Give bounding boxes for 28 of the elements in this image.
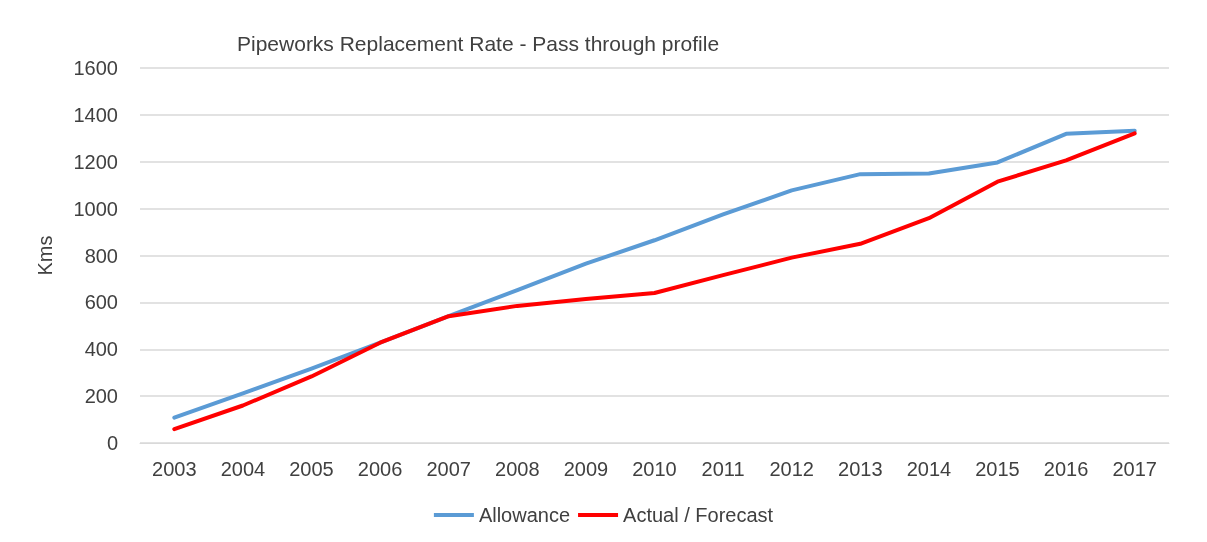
x-tick-label: 2011 xyxy=(701,458,745,480)
y-tick-label: 1600 xyxy=(73,57,118,79)
x-tick-label: 2015 xyxy=(975,458,1020,480)
y-tick-label: 600 xyxy=(84,291,118,314)
y-tick-label: 800 xyxy=(84,244,118,267)
x-tick-label: 2016 xyxy=(1043,458,1089,480)
y-tick-label: 200 xyxy=(84,385,118,408)
chart-title: Pipeworks Replacement Rate - Pass through profile xyxy=(237,32,720,55)
x-tick-label: 2008 xyxy=(495,458,540,480)
legend-label: Allowance xyxy=(478,504,571,526)
x-tick-label: 2006 xyxy=(357,458,403,480)
y-tick-label: 1200 xyxy=(73,150,118,173)
x-tick-label: 2003 xyxy=(152,458,197,480)
y-axis-title: Kms xyxy=(34,235,56,276)
x-tick-label: 2010 xyxy=(632,458,677,480)
y-tick-label: 1000 xyxy=(73,197,118,220)
x-tick-label: 2005 xyxy=(289,458,334,480)
legend-label: Actual / Forecast xyxy=(623,504,774,526)
x-tick-label: 2017 xyxy=(1112,458,1157,480)
x-tick-label: 2007 xyxy=(426,458,471,480)
x-tick-label: 2012 xyxy=(769,458,814,480)
x-tick-label: 2004 xyxy=(220,458,266,480)
y-tick-label: 0 xyxy=(106,432,118,454)
x-tick-label: 2009 xyxy=(563,458,609,480)
x-tick-label: 2013 xyxy=(838,458,883,480)
y-tick-label: 400 xyxy=(84,338,118,361)
x-tick-label: 2014 xyxy=(906,458,952,480)
y-tick-label: 1400 xyxy=(73,103,118,126)
